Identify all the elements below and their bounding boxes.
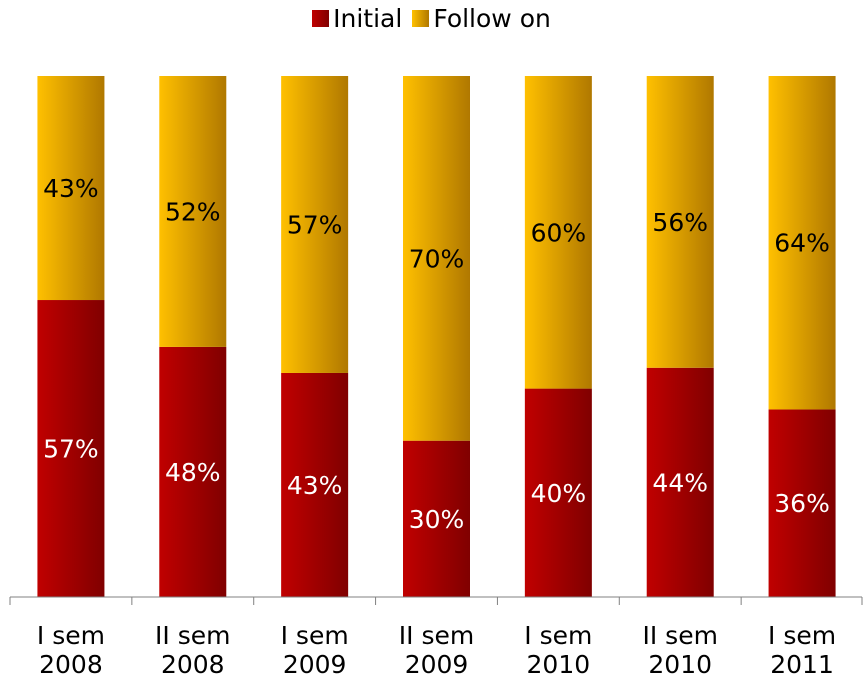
bars-layer: 57% 43% 48% 52% 43% 57% 30% 70% 40% 60% 44% 56% 36% 6… xyxy=(37,76,836,597)
bar-follow-on-2[interactable] xyxy=(159,76,227,347)
data-label-initial-5: 40% xyxy=(531,479,587,508)
x-tick-label-2: II sem 2008 xyxy=(155,621,230,676)
data-label-initial-7: 36% xyxy=(774,489,830,518)
data-label-initial-2: 48% xyxy=(165,458,221,487)
bar-initial-6[interactable] xyxy=(646,367,714,597)
x-tick-label-5: I sem 2010 xyxy=(524,621,592,676)
legend-item-follow-on[interactable]: Follow on xyxy=(412,4,551,33)
bar-initial-5[interactable] xyxy=(524,388,592,597)
data-label-initial-1: 57% xyxy=(43,435,99,464)
bar-initial-3[interactable] xyxy=(281,372,349,597)
bar-follow-on-1[interactable] xyxy=(37,76,105,301)
x-axis: I sem 2008 II sem 2008 I sem 2009 II sem 2009 I … xyxy=(9,596,863,676)
bar-follow-on-6[interactable] xyxy=(646,76,714,368)
bar-initial-1[interactable] xyxy=(37,300,105,597)
bar-follow-on-5[interactable] xyxy=(524,76,592,389)
x-tick-label-1: I sem 2008 xyxy=(37,621,105,676)
bar-follow-on-4[interactable] xyxy=(403,76,470,441)
data-label-follow-on-1: 43% xyxy=(43,174,99,203)
data-label-initial-4: 30% xyxy=(409,505,465,534)
bar-initial-4[interactable] xyxy=(403,440,470,597)
legend-swatch-initial xyxy=(312,10,330,27)
data-label-follow-on-6: 56% xyxy=(652,208,708,237)
x-tick-label-7: I sem 2011 xyxy=(768,621,836,676)
bar-follow-on-3[interactable] xyxy=(281,76,349,373)
bar-initial-7[interactable] xyxy=(768,409,836,597)
legend-swatch-follow-on xyxy=(412,10,430,27)
data-label-follow-on-3: 57% xyxy=(287,210,343,239)
bar-follow-on-7[interactable] xyxy=(768,76,836,410)
bar-initial-2[interactable] xyxy=(159,346,227,597)
x-tick-label-6: II sem 2010 xyxy=(642,621,717,676)
legend-label-initial: Initial xyxy=(333,4,403,33)
legend-label-follow-on: Follow on xyxy=(433,4,551,33)
data-label-follow-on-2: 52% xyxy=(165,197,221,226)
x-tick-label-4: II sem 2009 xyxy=(399,621,474,676)
data-label-follow-on-7: 64% xyxy=(774,229,830,258)
legend-item-initial[interactable]: Initial xyxy=(312,4,402,33)
data-label-initial-3: 43% xyxy=(287,471,343,500)
data-label-follow-on-5: 60% xyxy=(531,218,587,247)
data-label-initial-6: 44% xyxy=(652,468,708,497)
legend: Initial Follow on xyxy=(0,4,863,33)
data-label-follow-on-4: 70% xyxy=(409,244,465,273)
x-tick-label-3: I sem 2009 xyxy=(281,621,349,676)
